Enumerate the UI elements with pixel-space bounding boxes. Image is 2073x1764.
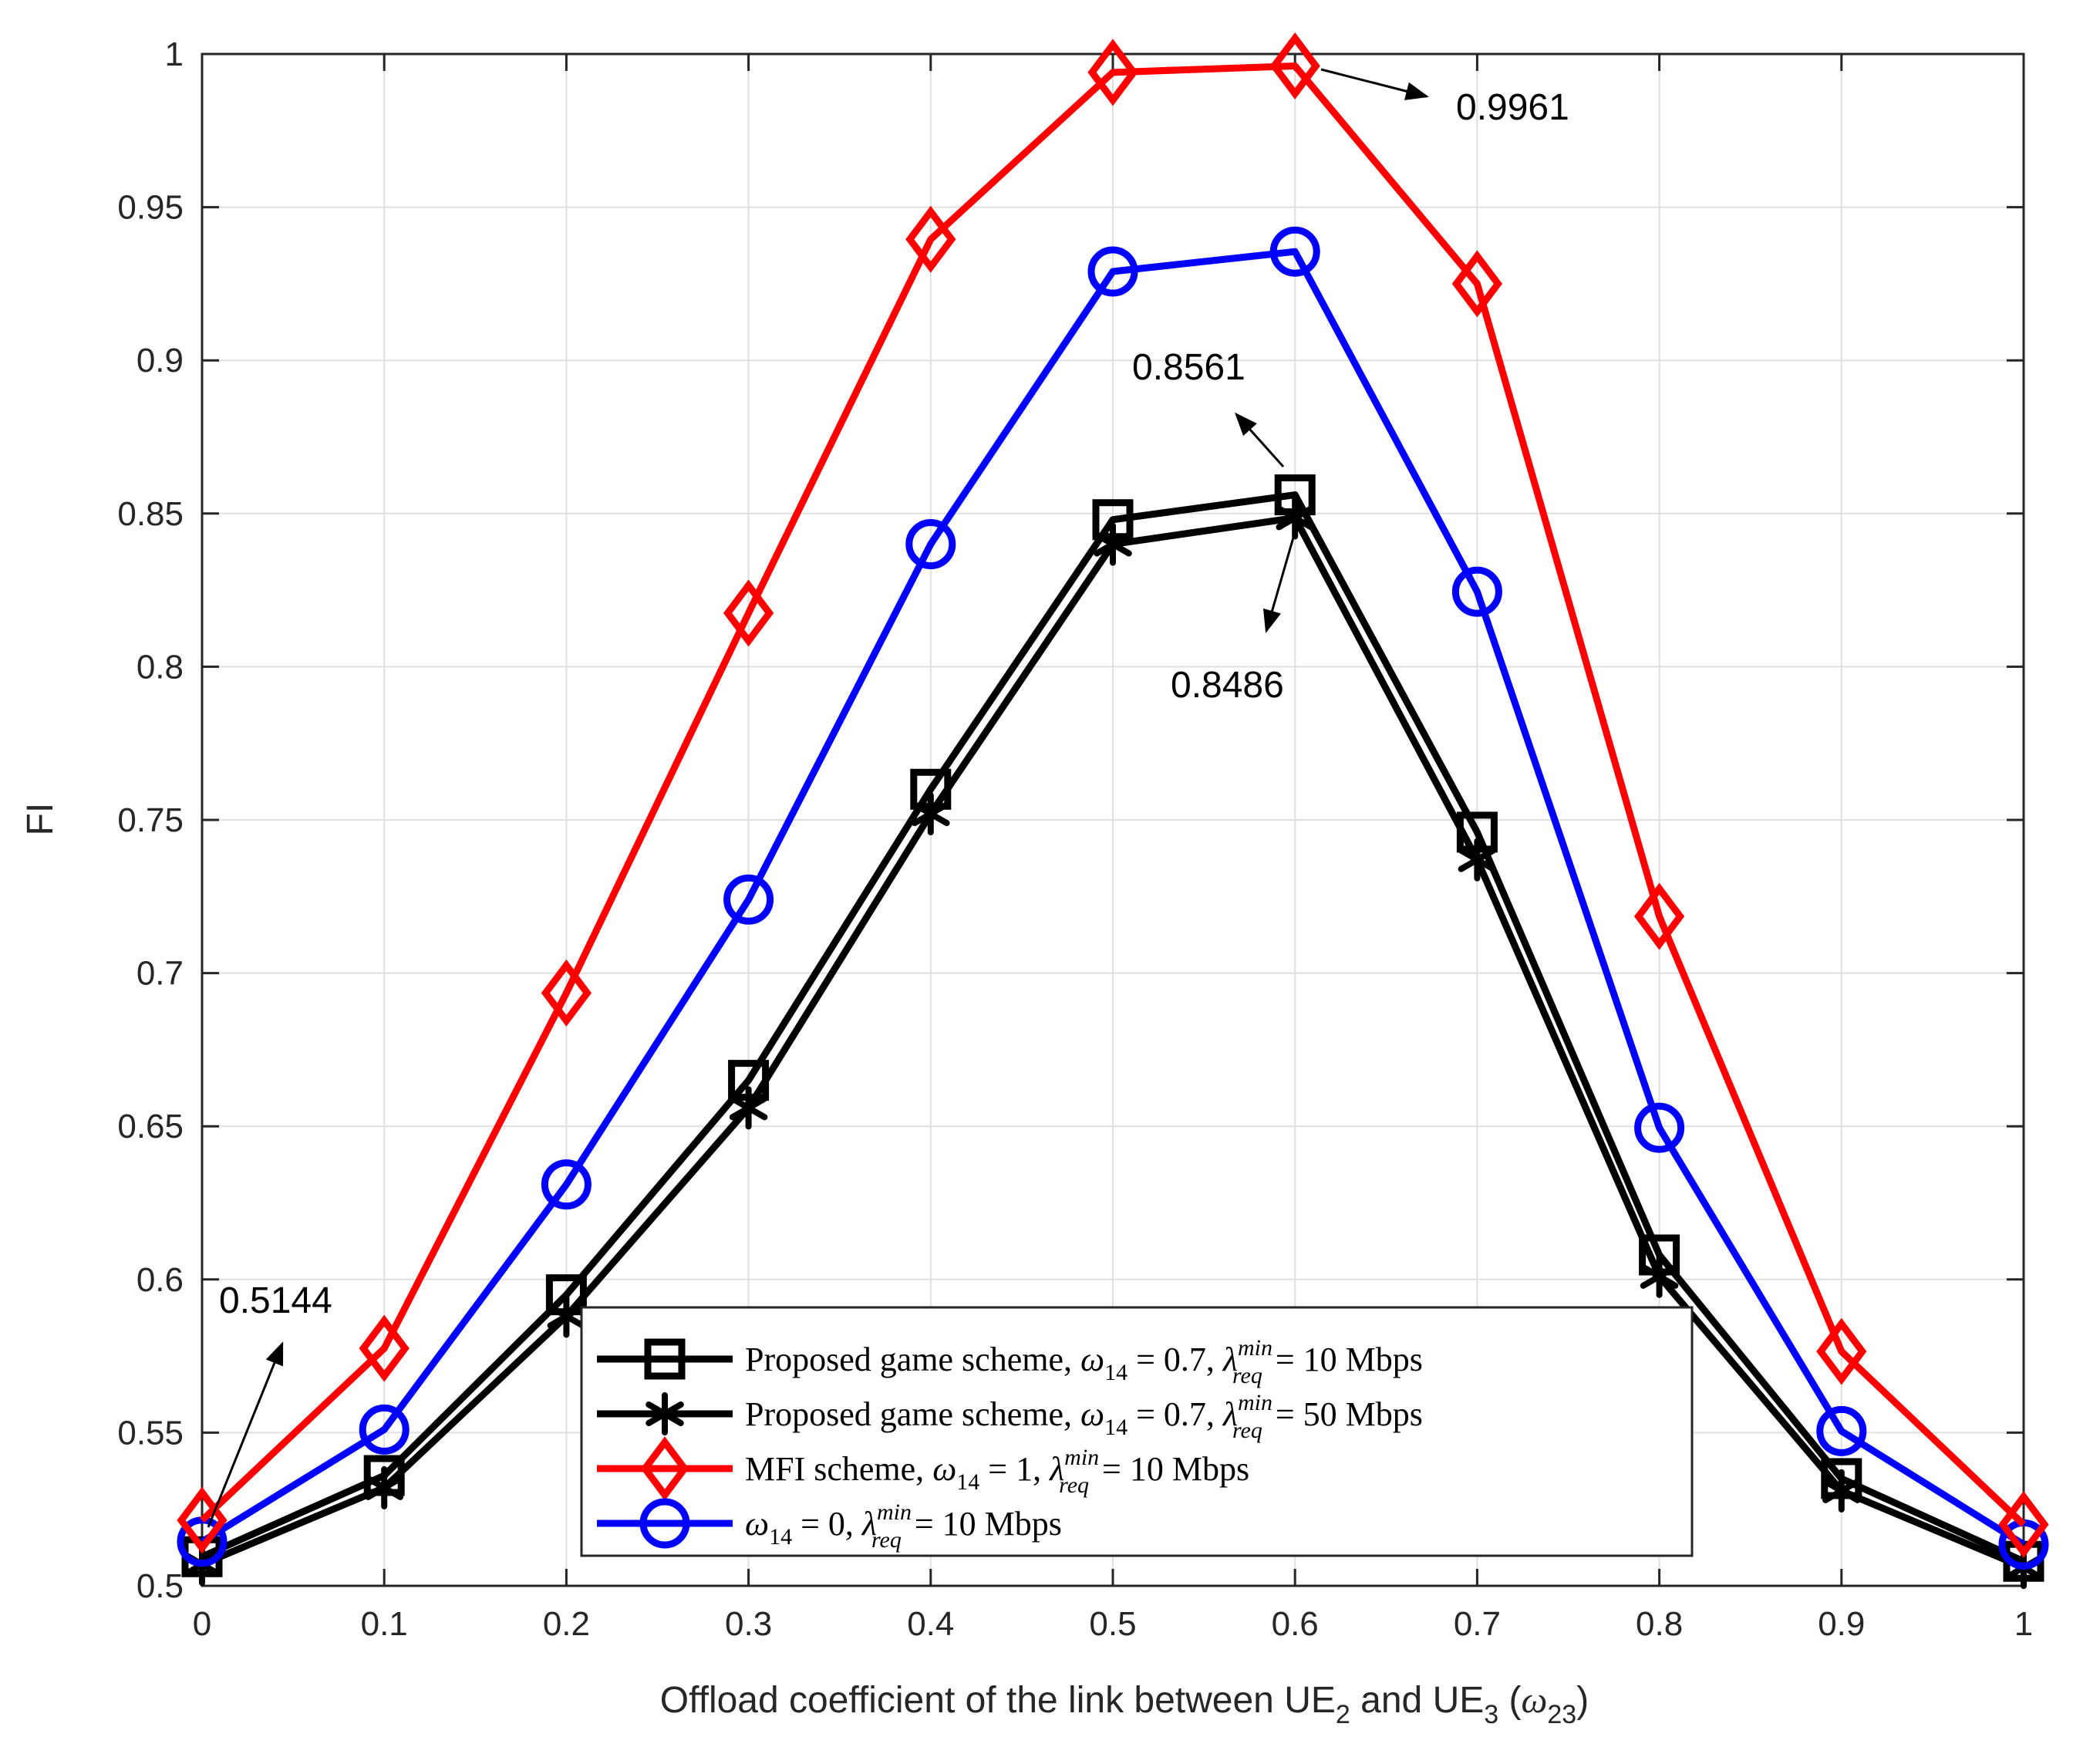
y-tick-label: 0.95 [117, 189, 184, 227]
data-point-diamond [723, 579, 774, 647]
series-layer [177, 32, 2049, 1590]
annotation: 0.5144 [207, 1280, 332, 1528]
annotation-label: 0.8486 [1171, 665, 1284, 706]
annotation: 0.8486 [1171, 537, 1295, 706]
x-tick-labels: 0 0.1 0.2 0.3 0.4 0.5 0.6 0.7 0.8 0.9 1 [193, 1605, 2033, 1643]
x-tick-label: 0.2 [543, 1605, 590, 1643]
x-label-main: Offload coefficient of the link between … [660, 1680, 1336, 1721]
y-axis-label: FI [20, 803, 61, 836]
series-diamond [177, 32, 2049, 1559]
series-line [201, 491, 2025, 1565]
x-label-mid: and UE [1350, 1680, 1484, 1721]
legend-marker-square [644, 1338, 686, 1380]
data-point-diamond [359, 1314, 410, 1382]
y-tick-label: 1 [165, 35, 184, 73]
legend-entry: Proposed game scheme, ω14 = 0.7, λmin req… [597, 1335, 1423, 1388]
series-circle [177, 226, 2049, 1570]
legend-entry: ω14 = 0, λmin req = 10 Mbps [597, 1498, 1062, 1553]
annotation-arrow [1320, 68, 1429, 100]
series-line [200, 248, 2026, 1548]
data-point-circle [1816, 1405, 1867, 1456]
annotation: 0.9961 [1320, 68, 1569, 128]
x-label-omega: ω [1522, 1680, 1548, 1721]
x-axis-label: Offload coefficient of the link between … [660, 1680, 1589, 1729]
data-point-square [1274, 474, 1316, 516]
data-point-diamond [541, 959, 592, 1027]
data-point-diamond [1816, 1317, 1867, 1385]
legend-marker-circle [639, 1498, 690, 1549]
data-point-square [1639, 1234, 1680, 1276]
x-label-open: ( [1498, 1680, 1521, 1721]
data-point-diamond [1269, 32, 1320, 99]
x-tick-label: 0.8 [1636, 1605, 1683, 1643]
data-point-circle [359, 1404, 410, 1455]
data-point-square [363, 1455, 405, 1496]
legend: Proposed game scheme, ω14 = 0.7, λmin req… [580, 1306, 1694, 1557]
x-label-sub1: 2 [1336, 1700, 1350, 1729]
y-tick-label: 0.5 [137, 1567, 184, 1605]
legend-label: Proposed game scheme, ω14 = 0.7, λmin req… [745, 1335, 1423, 1388]
series-line [199, 62, 2027, 1527]
annotation-label: 0.9961 [1456, 87, 1569, 128]
data-point-square [728, 1060, 770, 1101]
data-point-circle [541, 1159, 592, 1210]
y-tick-labels: 0.5 0.55 0.6 0.65 0.7 0.75 0.8 0.85 0.9 0.95 1 [117, 35, 184, 1605]
legend-label: ω14 = 0, λmin req = 10 Mbps [745, 1499, 1062, 1553]
y-tick-label: 0.65 [117, 1108, 184, 1145]
legend-marker-asterisk [645, 1392, 684, 1435]
legend-label: Proposed game scheme, ω14 = 0.7, λmin req… [745, 1390, 1423, 1443]
x-tick-label: 0.9 [1818, 1605, 1865, 1643]
y-tick-label: 0.85 [117, 495, 184, 533]
x-tick-label: 1 [2014, 1605, 2033, 1643]
data-point-diamond [1998, 1491, 2049, 1559]
asterisk-stroke [729, 1095, 768, 1121]
annotations: 0.9961 0.8561 0.8486 0.5144 [207, 68, 1569, 1528]
x-tick-label: 0.7 [1454, 1605, 1501, 1643]
legend-entry: Proposed game scheme, ω14 = 0.7, λmin req… [597, 1390, 1423, 1443]
x-tick-label: 0.3 [725, 1605, 772, 1643]
data-point-square [1821, 1458, 1862, 1499]
annotation-label: 0.8561 [1132, 347, 1245, 388]
y-tick-label: 0.55 [117, 1414, 184, 1452]
x-tick-label: 0.4 [907, 1605, 954, 1643]
legend-box [580, 1306, 1694, 1557]
data-point-diamond [1087, 39, 1138, 106]
data-point-square [910, 768, 952, 810]
asterisk-stroke [645, 1401, 684, 1426]
y-tick-label: 0.8 [137, 648, 184, 686]
data-point-square [1456, 811, 1498, 853]
data-point-diamond [905, 205, 956, 273]
x-label-sub3: 23 [1547, 1700, 1576, 1729]
x-tick-label: 0.1 [361, 1605, 408, 1643]
annotation-arrow [1234, 412, 1285, 468]
y-tick-label: 0.7 [137, 955, 184, 993]
data-point-circle [1087, 246, 1138, 297]
annotation-arrow [1262, 537, 1295, 633]
legend-entry: MFI scheme, ω14 = 1, λmin req = 10 Mbps [597, 1436, 1249, 1501]
legend-marker-diamond [640, 1436, 689, 1501]
x-label-sub2: 3 [1484, 1700, 1498, 1729]
legend-label: MFI scheme, ω14 = 1, λmin req = 10 Mbps [745, 1445, 1249, 1498]
data-point-diamond [1633, 882, 1685, 950]
annotation-label: 0.5144 [219, 1280, 332, 1321]
data-point-circle [905, 519, 956, 570]
annotation-arrow [207, 1341, 284, 1528]
data-point-square [1092, 499, 1134, 541]
data-point-circle [1634, 1102, 1685, 1153]
data-point-circle [1451, 566, 1502, 617]
x-tick-label: 0.6 [1272, 1605, 1319, 1643]
x-tick-label: 0 [193, 1605, 211, 1643]
annotation: 0.8561 [1132, 347, 1285, 468]
y-tick-label: 0.6 [137, 1261, 184, 1299]
x-label-close: ) [1576, 1680, 1589, 1721]
y-tick-label: 0.9 [137, 342, 184, 379]
data-point-circle [723, 874, 774, 925]
x-tick-label: 0.5 [1089, 1605, 1136, 1643]
data-point-square [545, 1274, 587, 1316]
data-point-circle [1269, 226, 1320, 277]
y-tick-label: 0.75 [117, 801, 184, 839]
series-square [181, 474, 2044, 1582]
data-point-diamond [1451, 250, 1503, 318]
